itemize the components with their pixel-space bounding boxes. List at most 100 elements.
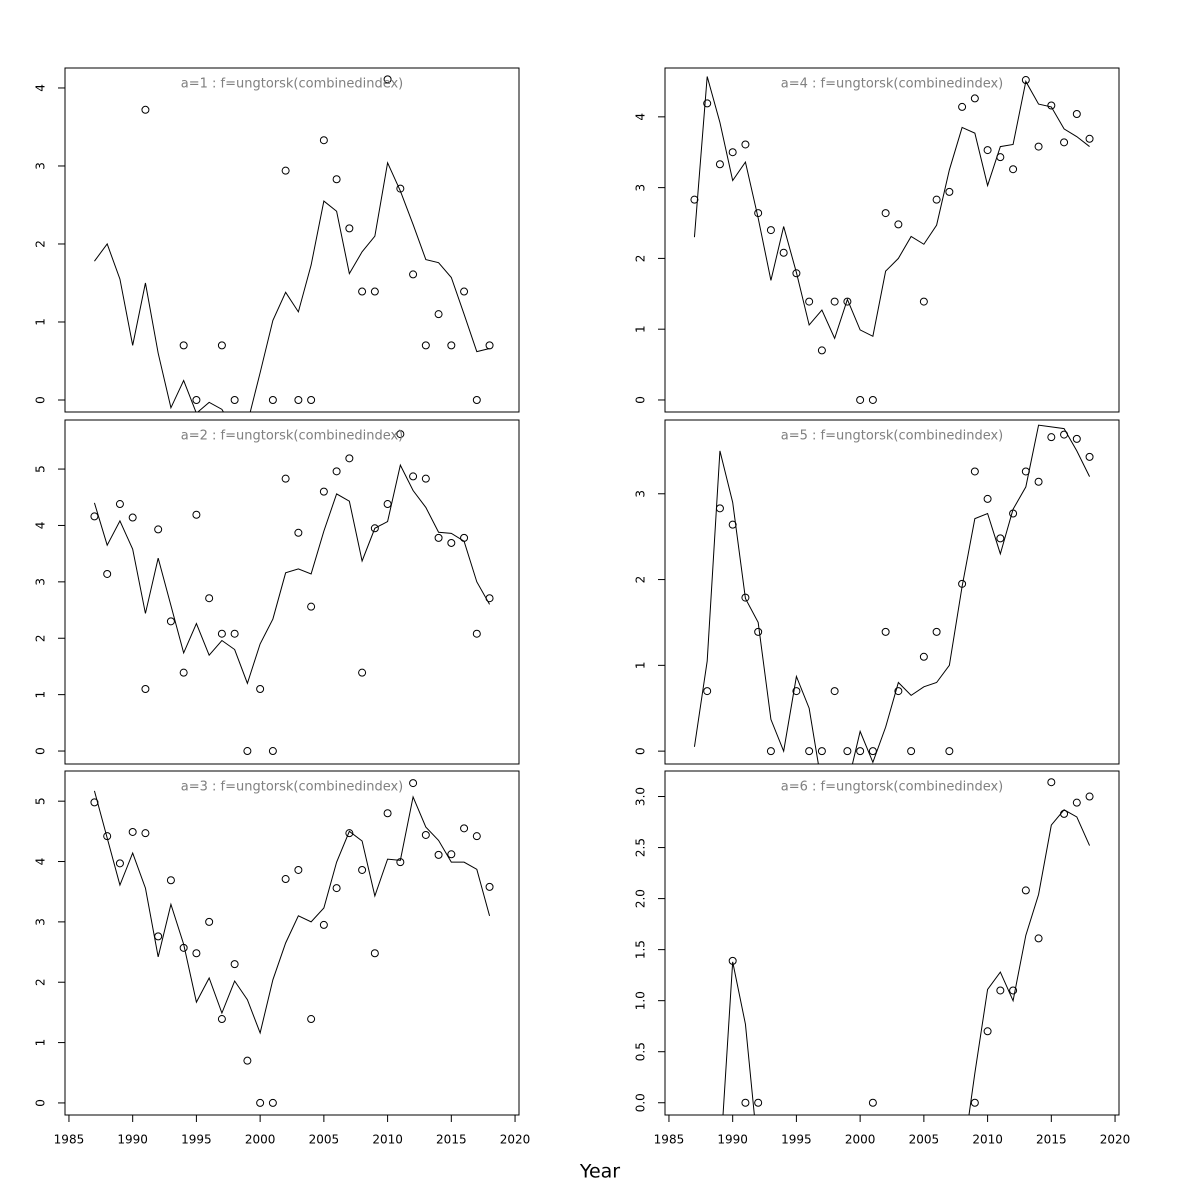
y-tick-label: 0.5 xyxy=(634,1042,648,1061)
point xyxy=(970,94,979,103)
point xyxy=(141,829,150,838)
panel xyxy=(94,75,494,412)
point xyxy=(434,310,443,319)
point xyxy=(447,341,456,350)
x-tick-label: 2020 xyxy=(500,1133,531,1147)
point xyxy=(1009,509,1018,518)
point xyxy=(945,187,954,196)
point xyxy=(754,209,763,218)
point xyxy=(370,287,379,296)
point xyxy=(409,779,418,788)
panel-title: a=4 : f=ungtorsk(combinedindex) xyxy=(781,77,1004,92)
fit-line xyxy=(693,76,1090,340)
point xyxy=(358,287,367,296)
point xyxy=(881,627,890,636)
y-tick-label: 0.0 xyxy=(634,1093,648,1112)
point xyxy=(409,472,418,481)
point xyxy=(856,747,865,756)
point xyxy=(1085,792,1094,801)
point xyxy=(1060,138,1069,147)
point xyxy=(1034,477,1043,486)
point xyxy=(396,430,405,439)
point xyxy=(179,341,188,350)
point xyxy=(421,341,430,350)
panel xyxy=(722,778,1094,1115)
panel xyxy=(690,76,1094,404)
point xyxy=(728,520,737,529)
point xyxy=(307,1015,316,1024)
point xyxy=(830,297,839,306)
point xyxy=(983,1027,992,1036)
x-tick-label: 2000 xyxy=(245,1133,276,1147)
fit-line xyxy=(693,424,1091,764)
y-tick-label: 4 xyxy=(634,113,648,121)
point xyxy=(881,209,890,218)
point xyxy=(472,395,481,404)
point xyxy=(1085,452,1094,461)
y-tick-label: 5 xyxy=(34,465,48,473)
point xyxy=(205,917,214,926)
point xyxy=(1047,101,1056,110)
point xyxy=(192,949,201,958)
x-tick-label: 2005 xyxy=(909,1133,940,1147)
point xyxy=(154,932,163,941)
point xyxy=(268,747,277,756)
point xyxy=(958,102,967,111)
y-tick-label: 1 xyxy=(34,691,48,699)
x-tick-label: 2015 xyxy=(436,1133,467,1147)
panel-title: a=2 : f=ungtorsk(combinedindex) xyxy=(181,429,404,444)
point xyxy=(141,684,150,693)
point xyxy=(1034,142,1043,151)
point xyxy=(128,827,137,836)
x-axis-label: Year xyxy=(579,1161,620,1183)
point xyxy=(370,949,379,958)
x-tick-label: 1995 xyxy=(781,1133,812,1147)
y-tick-label: 1 xyxy=(34,318,48,326)
y-tick-label: 4 xyxy=(34,858,48,866)
point xyxy=(307,395,316,404)
point xyxy=(230,960,239,969)
panel xyxy=(693,424,1094,764)
point xyxy=(421,474,430,483)
y-tick-label: 3 xyxy=(634,184,648,192)
point xyxy=(932,195,941,204)
panel-frame xyxy=(664,419,1120,765)
point xyxy=(919,652,928,661)
y-tick-label: 2 xyxy=(634,576,648,584)
panel-frame xyxy=(664,67,1120,413)
point xyxy=(868,747,877,756)
y-tick-label: 1.5 xyxy=(634,940,648,959)
point xyxy=(907,747,916,756)
y-tick-label: 3 xyxy=(34,578,48,586)
y-tick-label: 3.0 xyxy=(634,787,648,806)
point xyxy=(332,175,341,184)
point xyxy=(434,533,443,542)
point xyxy=(383,75,392,84)
y-tick-label: 2 xyxy=(34,240,48,248)
point xyxy=(332,467,341,476)
point xyxy=(1047,778,1056,787)
y-tick-label: 4 xyxy=(34,522,48,530)
point xyxy=(766,747,775,756)
y-tick-label: 1 xyxy=(634,325,648,333)
point xyxy=(792,687,801,696)
point xyxy=(754,1098,763,1107)
y-tick-label: 0 xyxy=(634,396,648,404)
point xyxy=(868,395,877,404)
point xyxy=(970,1098,979,1107)
point xyxy=(179,668,188,677)
point xyxy=(217,341,226,350)
point xyxy=(319,487,328,496)
point xyxy=(268,395,277,404)
y-tick-label: 1 xyxy=(634,662,648,670)
point xyxy=(319,136,328,145)
x-tick-label: 1990 xyxy=(117,1133,148,1147)
point xyxy=(1009,165,1018,174)
point xyxy=(434,850,443,859)
panel-frame xyxy=(64,419,520,765)
y-tick-label: 0 xyxy=(634,747,648,755)
point xyxy=(281,875,290,884)
point xyxy=(345,454,354,463)
panel-title: a=1 : f=ungtorsk(combinedindex) xyxy=(181,77,404,92)
point xyxy=(932,627,941,636)
